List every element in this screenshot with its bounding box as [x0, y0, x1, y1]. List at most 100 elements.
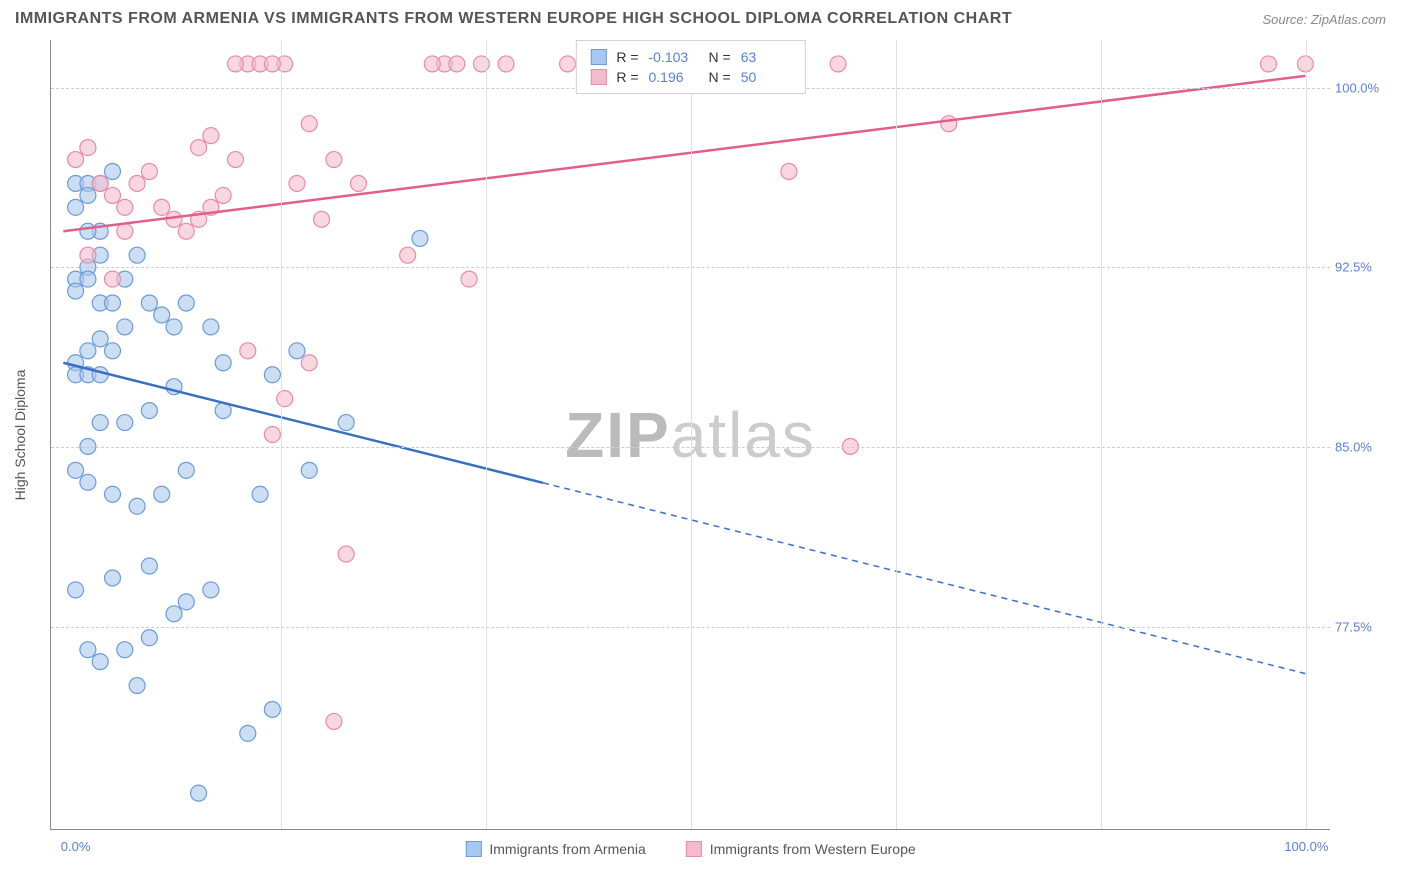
gridline-vertical — [1306, 40, 1307, 829]
scatter-point — [129, 247, 145, 263]
scatter-point — [314, 211, 330, 227]
scatter-point — [141, 630, 157, 646]
scatter-point — [154, 307, 170, 323]
scatter-point — [178, 295, 194, 311]
scatter-point — [166, 319, 182, 335]
scatter-point — [264, 701, 280, 717]
scatter-point — [80, 343, 96, 359]
scatter-point — [264, 56, 280, 72]
scatter-point — [141, 164, 157, 180]
correlation-legend: R =-0.103N =63R =0.196N =50 — [575, 40, 805, 94]
scatter-point — [154, 199, 170, 215]
scatter-point — [449, 56, 465, 72]
scatter-point — [68, 462, 84, 478]
scatter-point — [104, 187, 120, 203]
scatter-point — [227, 152, 243, 168]
scatter-point — [215, 187, 231, 203]
scatter-point — [104, 343, 120, 359]
series-legend-label: Immigrants from Western Europe — [710, 841, 916, 857]
scatter-point — [215, 355, 231, 371]
scatter-point — [203, 128, 219, 144]
scatter-point — [141, 295, 157, 311]
scatter-point — [92, 175, 108, 191]
scatter-point — [68, 199, 84, 215]
r-value: 0.196 — [649, 69, 699, 85]
scatter-point — [277, 391, 293, 407]
scatter-point — [289, 343, 305, 359]
scatter-point — [252, 486, 268, 502]
legend-swatch — [465, 841, 481, 857]
scatter-point — [141, 403, 157, 419]
scatter-point — [178, 223, 194, 239]
n-value: 50 — [741, 69, 791, 85]
scatter-point — [338, 546, 354, 562]
scatter-point — [240, 343, 256, 359]
scatter-point — [338, 415, 354, 431]
legend-swatch — [590, 69, 606, 85]
scatter-point — [178, 462, 194, 478]
y-tick-label: 100.0% — [1335, 80, 1385, 95]
scatter-point — [104, 295, 120, 311]
scatter-point — [80, 187, 96, 203]
gridline-vertical — [281, 40, 282, 829]
scatter-point — [301, 462, 317, 478]
scatter-point — [117, 415, 133, 431]
scatter-point — [264, 427, 280, 443]
y-tick-label: 85.0% — [1335, 439, 1385, 454]
scatter-point — [461, 271, 477, 287]
scatter-point — [400, 247, 416, 263]
r-value: -0.103 — [649, 49, 699, 65]
scatter-point — [227, 56, 243, 72]
scatter-point — [191, 140, 207, 156]
scatter-point — [424, 56, 440, 72]
scatter-point — [830, 56, 846, 72]
scatter-point — [203, 319, 219, 335]
scatter-point — [203, 582, 219, 598]
scatter-point — [264, 367, 280, 383]
scatter-point — [301, 355, 317, 371]
scatter-point — [191, 785, 207, 801]
y-tick-label: 77.5% — [1335, 619, 1385, 634]
scatter-point — [80, 474, 96, 490]
scatter-point — [92, 415, 108, 431]
scatter-point — [166, 606, 182, 622]
scatter-point — [289, 175, 305, 191]
source-attribution: Source: ZipAtlas.com — [1262, 12, 1386, 27]
r-label: R = — [616, 69, 638, 85]
scatter-point — [129, 175, 145, 191]
scatter-point — [68, 582, 84, 598]
scatter-point — [92, 331, 108, 347]
scatter-point — [80, 271, 96, 287]
scatter-point — [326, 713, 342, 729]
r-label: R = — [616, 49, 638, 65]
scatter-point — [240, 725, 256, 741]
series-legend-item: Immigrants from Armenia — [465, 841, 645, 857]
scatter-point — [104, 486, 120, 502]
scatter-point — [92, 367, 108, 383]
scatter-point — [301, 116, 317, 132]
scatter-point — [80, 247, 96, 263]
scatter-point — [129, 498, 145, 514]
scatter-point — [412, 230, 428, 246]
scatter-point — [80, 140, 96, 156]
scatter-point — [498, 56, 514, 72]
correlation-legend-row: R =-0.103N =63 — [590, 47, 790, 67]
series-legend: Immigrants from Armenia Immigrants from W… — [465, 841, 915, 857]
scatter-point — [68, 152, 84, 168]
plot-area: ZIPatlas R =-0.103N =63R =0.196N =50 Imm… — [50, 40, 1330, 830]
scatter-point — [1261, 56, 1277, 72]
legend-swatch — [686, 841, 702, 857]
y-tick-label: 92.5% — [1335, 260, 1385, 275]
series-legend-label: Immigrants from Armenia — [489, 841, 645, 857]
x-tick-label: 0.0% — [61, 839, 91, 854]
series-legend-item: Immigrants from Western Europe — [686, 841, 916, 857]
scatter-point — [560, 56, 576, 72]
scatter-point — [117, 319, 133, 335]
scatter-point — [80, 223, 96, 239]
scatter-point — [941, 116, 957, 132]
scatter-point — [80, 642, 96, 658]
scatter-point — [104, 271, 120, 287]
x-tick-label: 100.0% — [1284, 839, 1328, 854]
trend-line-dashed — [543, 483, 1305, 674]
n-value: 63 — [741, 49, 791, 65]
